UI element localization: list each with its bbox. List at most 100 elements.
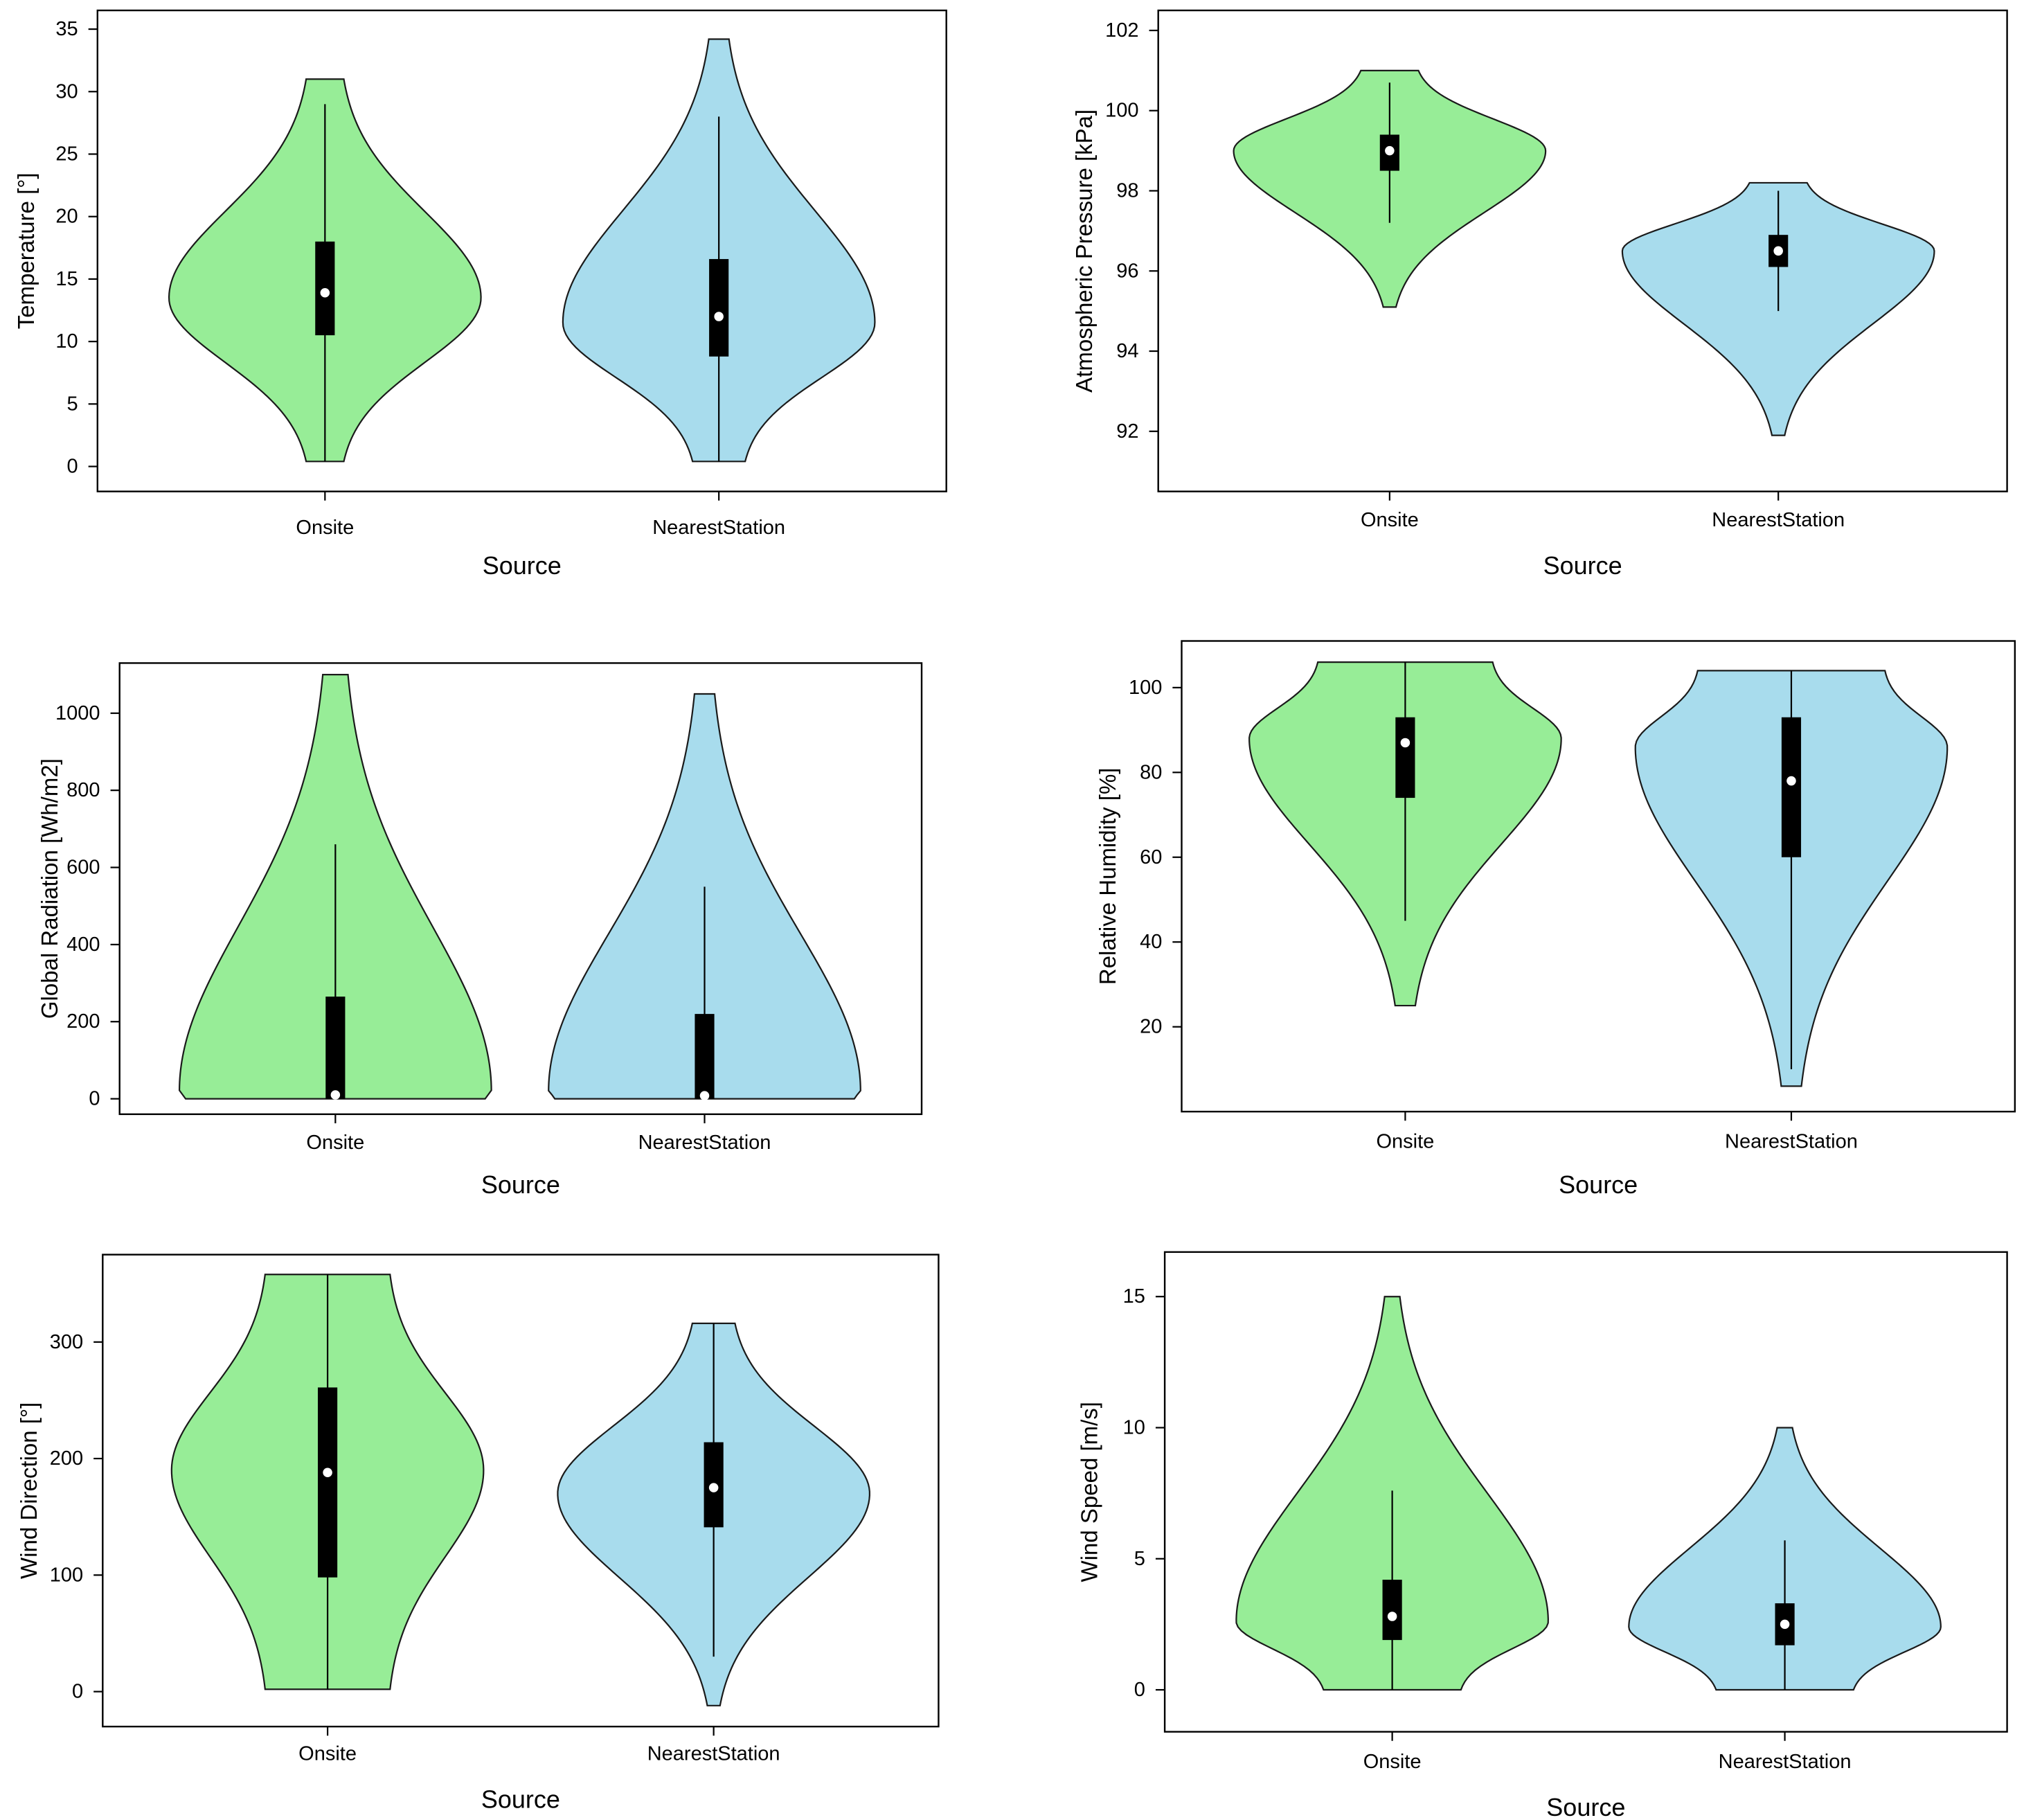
x-axis-title: Source bbox=[1546, 1793, 1625, 1820]
iqr-box bbox=[695, 1014, 715, 1099]
violin-Onsite-pressure bbox=[1233, 69, 1547, 308]
x-category-label: NearestStation bbox=[1719, 1751, 1852, 1773]
x-category-label: Onsite bbox=[306, 1132, 364, 1154]
median-point bbox=[1385, 145, 1395, 156]
iqr-box bbox=[318, 1387, 338, 1578]
iqr-box bbox=[325, 997, 346, 1099]
y-axis-title: Global Radiation [Wh/m2] bbox=[37, 758, 62, 1019]
iqr-box bbox=[1781, 717, 1802, 857]
y-tick-label: 5 bbox=[66, 393, 78, 415]
median-point bbox=[708, 1483, 719, 1492]
chart-panel-radiation: 0 200 400 600 800 1000 Onsite NearestStation Sou… bbox=[37, 662, 923, 1199]
violin-NearestStation-pressure bbox=[1621, 181, 1935, 436]
y-tick-label: 100 bbox=[50, 1564, 83, 1586]
y-axis-title: Relative Humidity [%] bbox=[1095, 768, 1120, 985]
median-point bbox=[1387, 1612, 1397, 1621]
y-tick-label: 100 bbox=[1129, 677, 1162, 699]
chart-panel-pressure: 92 94 96 98 100 102 Onsite NearestStation Source… bbox=[1071, 9, 2008, 580]
x-axis-title: Source bbox=[481, 1170, 560, 1199]
violin-Onsite-speed bbox=[1235, 1296, 1549, 1691]
y-tick-label: 15 bbox=[55, 268, 78, 290]
y-axis-title: Wind Speed [m/s] bbox=[1077, 1402, 1102, 1582]
x-category-label: Onsite bbox=[1363, 1751, 1422, 1773]
x-category-label: Onsite bbox=[1361, 509, 1419, 531]
chart-panel-speed: 0 5 10 15 Onsite NearestStation Source Wind Spe… bbox=[1077, 1251, 2008, 1820]
violin-NearestStation-radiation bbox=[548, 693, 861, 1100]
y-tick-label: 94 bbox=[1116, 340, 1138, 362]
y-axis-title: Temperature [°] bbox=[13, 172, 39, 329]
y-tick-label: 100 bbox=[1105, 100, 1138, 122]
y-tick-label: 20 bbox=[55, 206, 78, 228]
violin-NearestStation-speed bbox=[1628, 1427, 1942, 1691]
y-tick-label: 92 bbox=[1116, 420, 1138, 443]
violin-NearestStation-temperature bbox=[562, 38, 876, 463]
x-category-label: NearestStation bbox=[1712, 509, 1845, 531]
x-axis-title: Source bbox=[1543, 551, 1622, 580]
x-category-label: NearestStation bbox=[647, 1743, 780, 1765]
x-axis-title: Source bbox=[483, 551, 562, 580]
y-tick-label: 10 bbox=[1123, 1416, 1145, 1438]
iqr-box bbox=[709, 259, 729, 357]
plot-frame bbox=[1157, 9, 2008, 492]
y-tick-label: 20 bbox=[1140, 1016, 1162, 1038]
plot-frame bbox=[102, 1254, 940, 1728]
y-tick-label: 800 bbox=[66, 779, 100, 801]
median-point bbox=[714, 312, 724, 321]
violin-NearestStation-humidity bbox=[1634, 670, 1949, 1087]
iqr-box bbox=[1395, 717, 1415, 799]
violin-Onsite-radiation bbox=[178, 674, 492, 1100]
y-tick-label: 35 bbox=[55, 18, 78, 40]
plot-frame bbox=[1181, 640, 2016, 1113]
median-point bbox=[1786, 776, 1796, 786]
y-tick-label: 0 bbox=[89, 1088, 100, 1110]
median-point bbox=[1780, 1619, 1790, 1630]
median-point bbox=[330, 1090, 341, 1100]
median-point bbox=[320, 288, 330, 298]
y-tick-label: 80 bbox=[1140, 761, 1162, 783]
iqr-box bbox=[1382, 1580, 1402, 1641]
y-tick-label: 96 bbox=[1116, 260, 1138, 282]
median-point bbox=[1773, 246, 1783, 256]
y-tick-label: 30 bbox=[55, 80, 78, 102]
x-category-label: NearestStation bbox=[652, 517, 785, 539]
y-tick-label: 300 bbox=[50, 1331, 83, 1353]
y-tick-label: 102 bbox=[1105, 19, 1138, 42]
chart-panel-temperature: 0 5 10 15 20 25 30 35 Onsite NearestStation Source… bbox=[13, 9, 947, 580]
y-tick-label: 15 bbox=[1123, 1285, 1145, 1308]
violin-Onsite-humidity bbox=[1248, 661, 1562, 1007]
x-category-label: Onsite bbox=[296, 517, 354, 539]
y-tick-label: 0 bbox=[72, 1681, 83, 1703]
x-category-label: Onsite bbox=[1376, 1130, 1434, 1152]
y-tick-label: 25 bbox=[55, 143, 78, 166]
y-tick-label: 1000 bbox=[55, 702, 100, 724]
x-category-label: NearestStation bbox=[638, 1132, 771, 1154]
y-tick-label: 0 bbox=[1134, 1679, 1145, 1701]
x-axis-title: Source bbox=[481, 1785, 560, 1814]
y-axis-title: Wind Direction [°] bbox=[16, 1402, 42, 1579]
plot-frame bbox=[1163, 1251, 2008, 1733]
violin-Onsite-direction bbox=[170, 1274, 485, 1690]
y-tick-label: 0 bbox=[66, 456, 78, 478]
x-category-label: NearestStation bbox=[1725, 1130, 1858, 1152]
y-tick-label: 200 bbox=[66, 1010, 100, 1033]
violin-NearestStation-direction bbox=[557, 1322, 870, 1706]
y-tick-label: 40 bbox=[1140, 931, 1162, 953]
y-axis-title: Atmospheric Pressure [kPa] bbox=[1071, 109, 1097, 393]
x-axis-title: Source bbox=[1559, 1170, 1638, 1199]
plot-frame bbox=[118, 662, 923, 1116]
x-category-label: Onsite bbox=[298, 1743, 357, 1765]
y-tick-label: 5 bbox=[1134, 1548, 1145, 1570]
chart-panel-direction: 0 100 200 300 Onsite NearestStation Source Wind… bbox=[16, 1254, 940, 1814]
median-point bbox=[323, 1467, 332, 1478]
y-tick-label: 200 bbox=[50, 1447, 83, 1470]
y-tick-label: 10 bbox=[55, 330, 78, 353]
median-point bbox=[1400, 738, 1410, 748]
y-tick-label: 400 bbox=[66, 934, 100, 956]
violin-Onsite-temperature bbox=[168, 78, 482, 463]
plot-frame bbox=[96, 9, 947, 492]
y-tick-label: 600 bbox=[66, 857, 100, 879]
chart-panel-humidity: 20 40 60 80 100 Onsite NearestStation Source Rel… bbox=[1095, 640, 2016, 1199]
median-point bbox=[699, 1091, 710, 1100]
y-tick-label: 60 bbox=[1140, 846, 1162, 868]
